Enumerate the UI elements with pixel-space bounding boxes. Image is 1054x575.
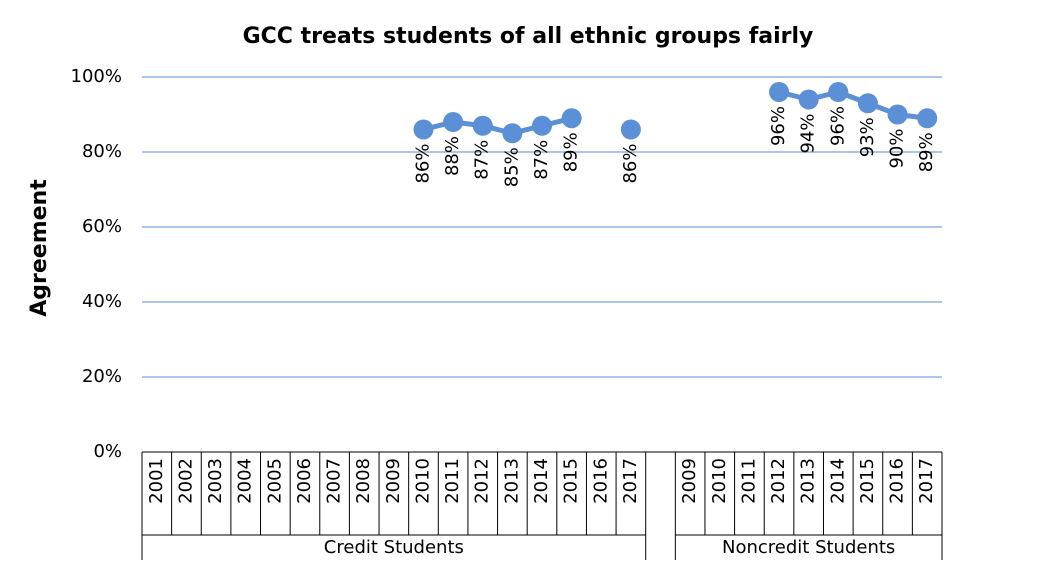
- data-label: 96%: [768, 106, 789, 146]
- x-tick-label: 2010: [709, 458, 730, 504]
- chart-title: GCC treats students of all ethnic groups…: [243, 24, 814, 49]
- data-label: 90%: [887, 129, 908, 169]
- data-label: 86%: [412, 144, 433, 184]
- data-point: [413, 119, 434, 140]
- data-point: [769, 82, 790, 102]
- data-label: 89%: [916, 132, 937, 172]
- data-label: 87%: [472, 140, 493, 180]
- y-tick-label: 60%: [82, 216, 122, 237]
- data-point: [857, 93, 878, 114]
- x-tick-label: 2011: [442, 458, 463, 504]
- data-point: [620, 119, 641, 140]
- data-point: [472, 115, 493, 136]
- group-label: Noncredit Students: [722, 537, 895, 558]
- x-tick-label: 2016: [887, 458, 908, 504]
- data-label: 89%: [561, 132, 582, 172]
- x-tick-label: 2014: [827, 458, 848, 504]
- data-label: 94%: [798, 114, 819, 154]
- x-tick-label: 2009: [383, 458, 404, 504]
- x-tick-label: 2002: [175, 458, 196, 504]
- x-tick-label: 2003: [205, 458, 226, 504]
- x-tick-label: 2015: [561, 458, 582, 504]
- x-tick-label: 2004: [235, 458, 256, 504]
- x-tick-label: 2009: [679, 458, 700, 504]
- x-tick-label: 2006: [294, 458, 315, 504]
- data-point: [917, 108, 938, 129]
- y-tick-label: 20%: [82, 366, 122, 387]
- data-label: 87%: [531, 140, 552, 180]
- data-label: 85%: [501, 147, 522, 187]
- group-label: Credit Students: [324, 537, 464, 558]
- x-tick-label: 2013: [501, 458, 522, 504]
- x-tick-label: 2017: [916, 458, 937, 504]
- x-tick-label: 2011: [738, 458, 759, 504]
- x-tick-label: 2005: [264, 458, 285, 504]
- data-label: 88%: [442, 136, 463, 176]
- x-tick-label: 2016: [590, 458, 611, 504]
- x-tick-label: 2001: [146, 458, 167, 504]
- y-tick-label: 100%: [71, 66, 122, 87]
- data-point: [532, 115, 552, 136]
- data-point: [887, 104, 908, 125]
- x-tick-label: 2013: [798, 458, 819, 504]
- y-tick-label: 80%: [82, 141, 122, 162]
- x-tick-label: 2010: [412, 458, 433, 504]
- data-point: [828, 82, 849, 102]
- x-tick-label: 2014: [531, 458, 552, 504]
- data-label: 86%: [620, 144, 641, 184]
- x-tick-label: 2015: [857, 458, 878, 504]
- y-tick-label: 0%: [93, 441, 122, 462]
- data-point: [561, 108, 582, 129]
- data-label: 96%: [827, 106, 848, 146]
- data-point: [502, 123, 523, 144]
- y-tick-label: 40%: [82, 291, 122, 312]
- x-tick-label: 2008: [353, 458, 374, 504]
- x-tick-label: 2012: [768, 458, 789, 504]
- x-tick-label: 2012: [472, 458, 493, 504]
- x-tick-label: 2007: [324, 458, 345, 504]
- x-tick-label: 2017: [620, 458, 641, 504]
- y-axis-title: Agreement: [27, 179, 52, 317]
- data-point: [443, 112, 464, 132]
- data-point: [798, 89, 819, 110]
- data-label: 93%: [857, 117, 878, 157]
